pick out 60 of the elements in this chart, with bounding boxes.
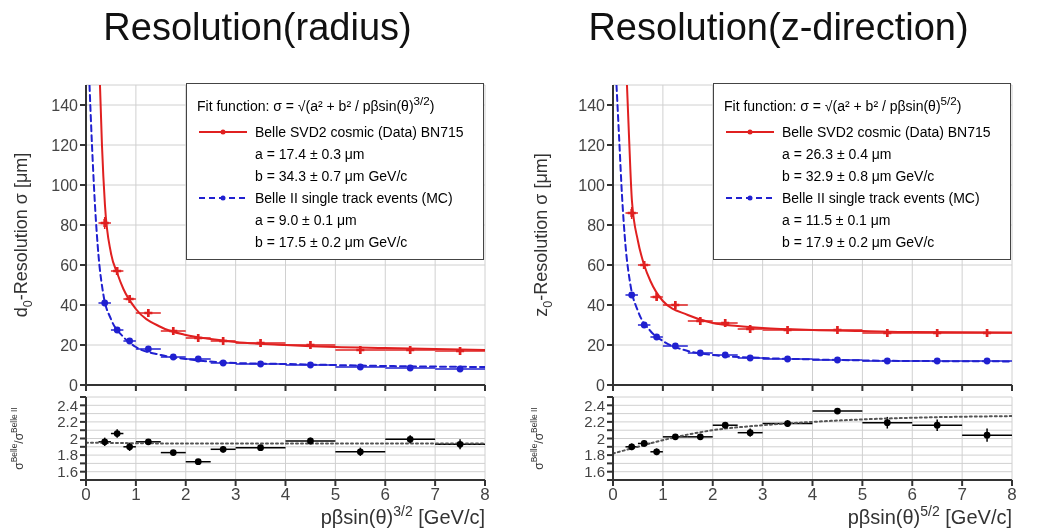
y-tick-label: 1.6 (57, 463, 78, 481)
x-tick-label: 4 (280, 485, 291, 505)
chart-title: Resolution(z-direction) (587, 6, 970, 49)
x-tick-label: 2 (708, 485, 718, 505)
annotation: a = 11.5 ± 0.1 μm (781, 210, 892, 230)
x-tick-label: 4 (807, 485, 818, 505)
x-axis-title: pβsin(θ)$^{3/2}$ [GeV/c] (320, 503, 485, 528)
y-tick-label: 20 (587, 336, 606, 354)
x-tick-label: 6 (907, 485, 917, 505)
annotation: a = 9.0 ± 0.1 μm (254, 210, 358, 230)
legend-title: Fit function: σ = √(a² + b² / pβsin(θ)$^{5/2}$) (724, 93, 963, 116)
y-tick-label: 140 (51, 96, 79, 114)
y-tick-label: 100 (578, 176, 606, 194)
x-tick-label: 8 (1007, 485, 1017, 505)
y-tick-label: 1.8 (57, 446, 78, 464)
y-tick-label: 60 (587, 256, 606, 274)
y-tick-label: 2 (69, 429, 78, 447)
legend-title: Fit function: σ = √(a² + b² / pβsin(θ)$^{3/2}$) (197, 93, 436, 116)
annotation: a = 26.3 ± 0.4 μm (781, 144, 893, 164)
legend-label: Belle SVD2 cosmic (Data) BN715 (782, 122, 991, 142)
y-tick-label: 40 (587, 296, 606, 314)
x-tick-label: 1 (131, 485, 141, 505)
x-tick-label: 5 (330, 485, 341, 505)
x-tick-label: 7 (957, 485, 967, 505)
y-tick-label: 100 (51, 176, 79, 194)
y-tick-label: 60 (60, 256, 79, 274)
chart-title: Resolution(radius) (102, 6, 413, 49)
y-tick-label: 140 (578, 96, 606, 114)
legend-label: Belle II single track events (MC) (255, 188, 453, 208)
y-tick-label: 2.4 (584, 396, 605, 414)
x-tick-label: 3 (230, 485, 241, 505)
annotation: b = 17.5 ± 0.2 μm GeV/c (254, 232, 409, 252)
x-axis-title: pβsin(θ)$^{5/2}$ [GeV/c] (847, 503, 1012, 528)
x-tick-label: 8 (480, 485, 490, 505)
legend-label: Belle SVD2 cosmic (Data) BN715 (255, 122, 464, 142)
x-tick-label: 1 (658, 485, 668, 505)
x-tick-label: 6 (380, 485, 390, 505)
annotation: b = 34.3 ± 0.7 μm GeV/c (254, 166, 409, 186)
y-tick-label: 80 (587, 216, 606, 234)
x-tick-label: 2 (181, 485, 191, 505)
y-tick-label: 80 (60, 216, 79, 234)
y-tick-label: 2.2 (584, 413, 605, 431)
y-tick-label: 0 (596, 376, 606, 394)
y-tick-label: 2 (596, 429, 605, 447)
x-tick-label: 5 (857, 485, 868, 505)
y-tick-label: 1.6 (584, 463, 605, 481)
y-tick-label: 0 (69, 376, 79, 394)
y-tick-label: 2.2 (57, 413, 78, 431)
annotation: b = 17.9 ± 0.2 μm GeV/c (781, 232, 936, 252)
x-tick-label: 7 (430, 485, 440, 505)
y-tick-label: 40 (60, 296, 79, 314)
y-tick-label: 20 (60, 336, 79, 354)
x-tick-label: 3 (757, 485, 768, 505)
legend-label: Belle II single track events (MC) (782, 188, 980, 208)
annotation: b = 32.9 ± 0.8 μm GeV/c (781, 166, 936, 186)
y-tick-label: 120 (578, 136, 606, 154)
y-tick-label: 2.4 (57, 396, 78, 414)
y-tick-label: 1.8 (584, 446, 605, 464)
annotation: a = 17.4 ± 0.3 μm (254, 144, 366, 164)
y-tick-label: 120 (51, 136, 79, 154)
